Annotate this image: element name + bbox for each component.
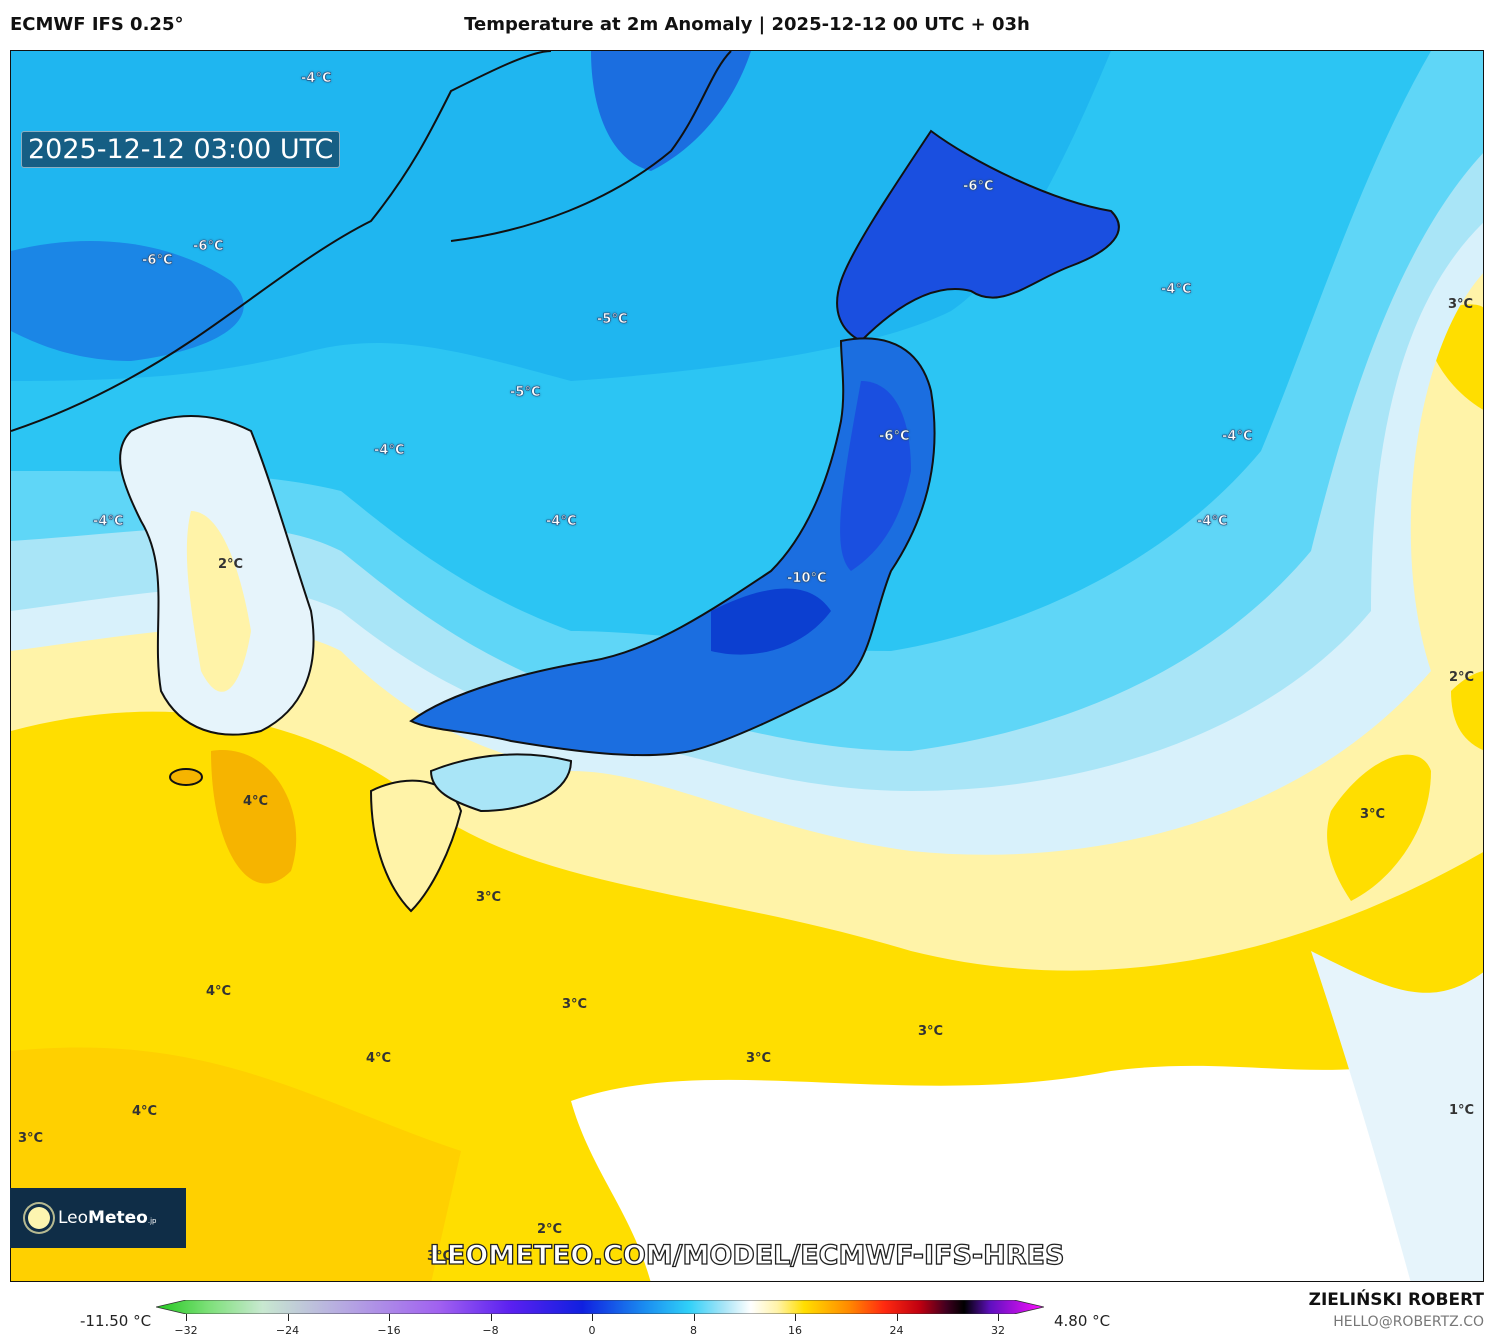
contour-label: -6°C bbox=[142, 253, 173, 269]
contour-label: -4°C bbox=[1161, 282, 1192, 298]
contour-label: 3°C bbox=[562, 997, 588, 1012]
contour-label: 1°C bbox=[1449, 1103, 1475, 1118]
contour-label: -6°C bbox=[879, 429, 910, 445]
contour-label: -6°C bbox=[193, 239, 224, 255]
colorbar-tick-label: 8 bbox=[690, 1324, 697, 1337]
chart-title: Temperature at 2m Anomaly | 2025-12-12 0… bbox=[464, 14, 1030, 35]
contour-label: 4°C bbox=[366, 1051, 392, 1066]
contour-label: 3°C bbox=[476, 890, 502, 905]
contour-label: 2°C bbox=[1449, 670, 1475, 685]
colorbar-tick-label: 0 bbox=[588, 1324, 596, 1337]
contour-label: 2°C bbox=[537, 1222, 563, 1237]
colorbar-tick-mark bbox=[186, 1314, 187, 1321]
contour-label: 4°C bbox=[132, 1104, 158, 1119]
contour-label: 3°C bbox=[1448, 297, 1474, 312]
contour-label: -4°C bbox=[546, 514, 577, 530]
colorbar-max-label: 4.80 °C bbox=[1054, 1312, 1111, 1330]
colorbar-tick-mark bbox=[490, 1314, 492, 1321]
leometeo-logo[interactable]: LeoMeteo.jp bbox=[10, 1188, 186, 1248]
contour-label: 4°C bbox=[243, 794, 269, 809]
contour-label: 3°C bbox=[918, 1024, 944, 1039]
map-fill bbox=[11, 51, 1483, 1281]
contour-label: 3°C bbox=[1360, 807, 1386, 822]
contour-label: -4°C bbox=[1197, 514, 1228, 530]
contour-label: 4°C bbox=[206, 984, 232, 999]
contour-label: -4°C bbox=[301, 71, 332, 87]
contour-label: -5°C bbox=[597, 312, 628, 328]
colorbar-tick-mark bbox=[896, 1314, 898, 1321]
contour-label: -6°C bbox=[963, 179, 994, 195]
colorbar-tick-label: 24 bbox=[889, 1324, 904, 1337]
anomaly-map[interactable]: 2025-12-12 03:00 UTC -4°C -6°C -6°C -5°C -5°… bbox=[10, 50, 1484, 1282]
contour-label: 3°C bbox=[427, 1249, 453, 1264]
colorbar-tick-label: −8 bbox=[482, 1324, 499, 1337]
contour-label: -4°C bbox=[1222, 429, 1253, 445]
colorbar bbox=[156, 1300, 1044, 1314]
contour-label: 3°C bbox=[746, 1051, 772, 1066]
colorbar-tick-label: −32 bbox=[174, 1324, 198, 1337]
author-email: HELLO@ROBERTZ.CO bbox=[1333, 1314, 1484, 1330]
colorbar-min-label: -11.50 °C bbox=[80, 1312, 152, 1330]
contour-label: -4°C bbox=[93, 514, 124, 530]
colorbar-tick-mark bbox=[693, 1314, 695, 1321]
colorbar-tick-mark bbox=[287, 1314, 289, 1321]
contour-label: -4°C bbox=[374, 443, 405, 459]
source-url-watermark: LEOMETEO.COM/MODEL/ECMWF-IFS-HRES bbox=[429, 1239, 1065, 1271]
colorbar-tick-mark bbox=[389, 1314, 390, 1321]
contour-label: -10°C bbox=[787, 571, 827, 587]
colorbar-tick-label: −24 bbox=[275, 1324, 300, 1337]
contour-label: 2°C bbox=[218, 557, 244, 572]
author-credit: ZIELIŃSKI ROBERT bbox=[1308, 1290, 1484, 1310]
contour-label: -5°C bbox=[510, 385, 541, 401]
colorbar-tick-label: 32 bbox=[991, 1324, 1005, 1337]
timestamp-badge: 2025-12-12 03:00 UTC bbox=[21, 131, 341, 168]
model-name: ECMWF IFS 0.25° bbox=[10, 14, 184, 35]
sun-icon bbox=[28, 1207, 50, 1229]
colorbar-tick-mark bbox=[998, 1314, 999, 1321]
colorbar-tick-label: −16 bbox=[377, 1324, 401, 1337]
colorbar-tick-label: 16 bbox=[788, 1324, 802, 1337]
contour-label: 3°C bbox=[18, 1131, 44, 1146]
logo-text: LeoMeteo.jp bbox=[58, 1208, 157, 1228]
colorbar-tick-mark bbox=[592, 1314, 593, 1321]
colorbar-tick-mark bbox=[795, 1314, 796, 1321]
